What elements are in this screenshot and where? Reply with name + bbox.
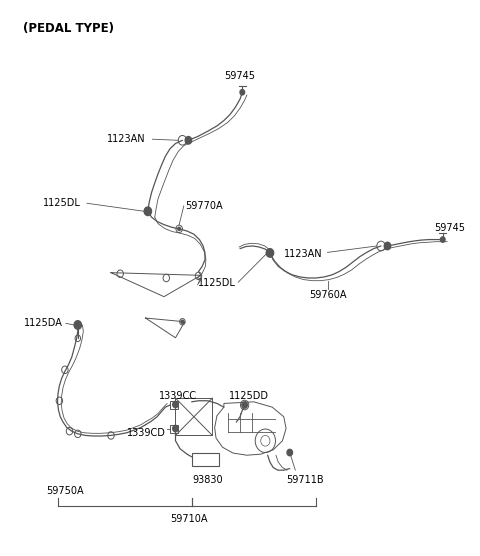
Text: 59750A: 59750A [46,486,84,496]
Circle shape [441,237,445,242]
Text: 1339CC: 1339CC [159,391,197,401]
Text: 1123AN: 1123AN [284,249,323,259]
Circle shape [287,449,292,456]
Text: 1125DL: 1125DL [43,198,81,208]
Circle shape [181,320,184,324]
Text: 59745: 59745 [225,71,255,81]
Circle shape [173,425,178,431]
Circle shape [185,137,192,144]
Circle shape [384,242,391,250]
Text: 1123AN: 1123AN [107,134,145,144]
Text: 1125DD: 1125DD [229,391,269,401]
Text: 59711B: 59711B [286,475,324,485]
Circle shape [173,401,178,408]
Text: 1339CD: 1339CD [127,428,166,438]
Circle shape [144,207,152,216]
Circle shape [178,227,180,231]
Text: 93830: 93830 [192,475,223,485]
Text: 1125DL: 1125DL [197,279,235,289]
Text: 59745: 59745 [434,222,465,232]
Circle shape [240,90,245,95]
Circle shape [266,249,274,257]
Text: (PEDAL TYPE): (PEDAL TYPE) [24,22,114,35]
Bar [192,453,219,466]
Bar [170,425,178,433]
Circle shape [242,402,247,408]
Text: 59770A: 59770A [185,201,222,211]
Text: 59710A: 59710A [170,514,208,524]
Circle shape [74,321,82,329]
Bar [170,401,178,409]
Text: 59760A: 59760A [309,290,346,300]
Text: 1125DA: 1125DA [24,319,62,329]
